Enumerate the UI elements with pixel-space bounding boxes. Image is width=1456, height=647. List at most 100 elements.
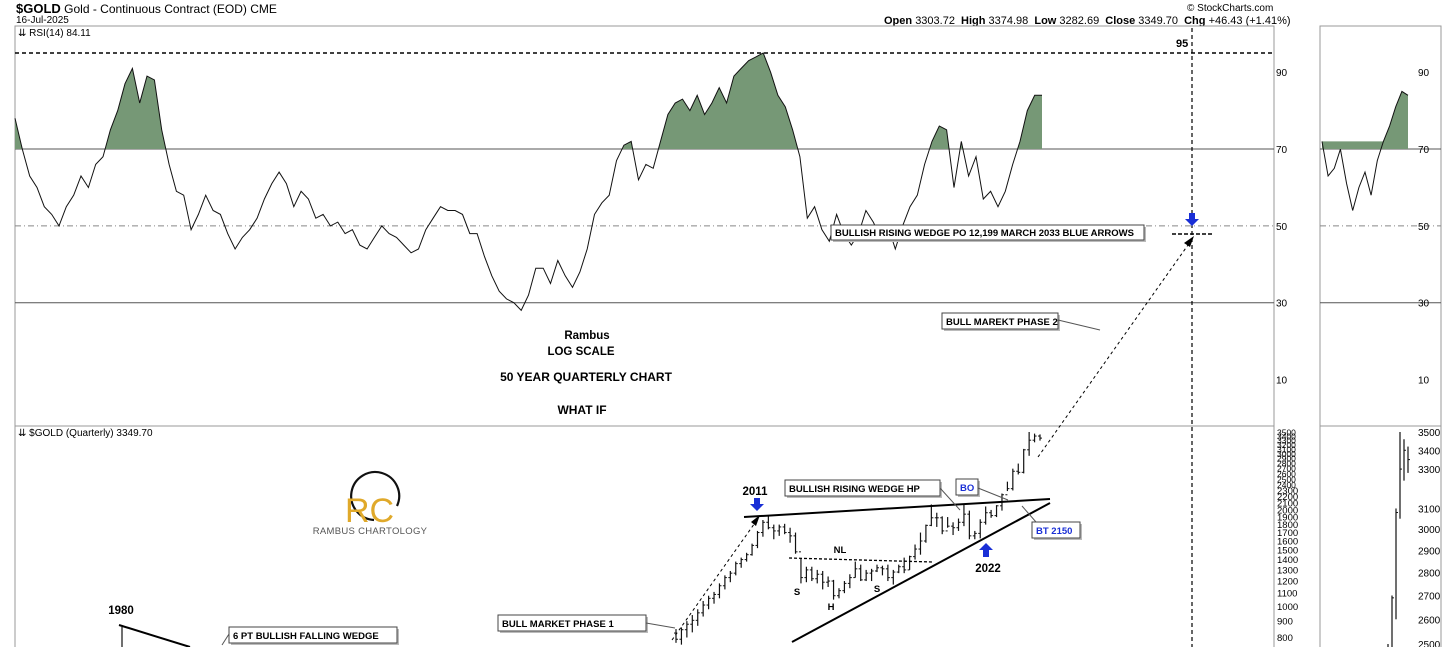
price-tick-label: 3000 (1277, 449, 1296, 459)
phase-1-projection (671, 519, 758, 641)
year-2022-label: 2022 (975, 563, 1001, 575)
rsi-tick-label: 90 (1276, 68, 1288, 79)
projection-arrowhead (1184, 236, 1194, 247)
inset-price-tick-label: 2700 (1418, 592, 1441, 603)
price-tick-label: 2500 (1277, 474, 1296, 484)
inset-price-tick-label: 3100 (1418, 504, 1441, 515)
rsi-overbought-fill (658, 53, 798, 150)
price-series-label: ⇊ $GOLD (Quarterly) 3349.70 (18, 428, 153, 439)
price-tick-label: 1800 (1277, 520, 1298, 531)
rsi-tick-label: 10 (1276, 376, 1288, 387)
price-tick-label: 2100 (1277, 499, 1298, 510)
falling-wedge-label-text: 6 PT BULLISH FALLING WEDGE (233, 631, 379, 642)
wedge-po-label-box (830, 224, 1145, 241)
price-tick-label: 2600 (1277, 469, 1296, 479)
exchange: CME (250, 2, 277, 16)
logo-ring-icon (350, 470, 401, 522)
nl-label: NL (834, 545, 847, 556)
low-label: Low (1034, 15, 1057, 27)
what-if-label: WHAT IF (557, 403, 606, 417)
inset-price-tick-label: 3300 (1418, 465, 1441, 476)
inset-price-tick-label: 2800 (1418, 569, 1441, 580)
rsi-indicator-label: ⇊ RSI(14) 84.11 (18, 28, 91, 39)
inset-price-tick-label: 3500 (1418, 428, 1441, 439)
chart-date: 16-Jul-2025 (16, 15, 69, 26)
rising-wedge-hp-label: BULLISH RISING WEDGE HP (784, 479, 961, 511)
price-tick-label: 2200 (1277, 492, 1298, 503)
inset-price-tick-label: 3000 (1418, 525, 1441, 536)
high-value: 3374.98 (988, 15, 1029, 27)
bull-phase-1-label-text: BULL MARKET PHASE 1 (502, 619, 614, 630)
bo-label: BO (955, 478, 1009, 501)
price-tick-label: 2000 (1277, 505, 1298, 516)
inset-price-tick-label: 2600 (1418, 615, 1441, 626)
bull-phase-1-label: BULL MARKET PHASE 1 (497, 614, 676, 633)
head-label: H (828, 602, 835, 613)
symbol: $GOLD (16, 1, 61, 16)
rsi-tick-label: 70 (1276, 145, 1288, 156)
price-tick-label: 2700 (1277, 464, 1296, 474)
logo-text: RAMBUS CHARTOLOGY (313, 526, 428, 537)
price-panel-frame (14, 426, 1442, 647)
bull-phase-2-label-box (941, 312, 1059, 330)
price-tick-label: 3300 (1277, 436, 1296, 446)
open-label: Open (884, 15, 913, 27)
inset-price-tick-label: 2500 (1418, 640, 1441, 647)
bull-phase-2-label-text: BULL MAREKT PHASE 2 (946, 317, 1058, 328)
stockcharts-credit[interactable]: © StockCharts.com (1187, 3, 1274, 14)
inset-price-tick-label: 3400 (1418, 446, 1441, 457)
price-tick-label: 1700 (1277, 528, 1298, 539)
ohlc-readout: Open 3303.72 High 3374.98 Low 3282.69 Cl… (884, 15, 1291, 27)
shoulder-right-label: S (874, 584, 880, 595)
rsi-tick-label: 30 (1276, 299, 1288, 310)
rsi-overbought-fill (622, 141, 633, 150)
price-tick-label: 1300 (1277, 565, 1298, 576)
chg-label: Chg (1184, 15, 1206, 27)
rsi-line (14, 52, 1042, 312)
bull-phase-1-label-pointer (645, 622, 676, 629)
falling-wedge-label-pointer (221, 633, 230, 646)
year-2011-label: 2011 (743, 486, 769, 498)
arrow-2011 (750, 498, 764, 511)
price-tick-label: 2400 (1277, 480, 1296, 490)
high-label: High (961, 15, 986, 27)
arrow-2022 (979, 543, 993, 557)
price-tick-label: 1900 (1277, 513, 1298, 524)
chg-value: +46.43 (+1.41%) (1208, 15, 1291, 27)
inset-rsi-tick-label: 10 (1418, 376, 1430, 387)
bt-label: BT 2150 (1021, 505, 1082, 540)
falling-wedge-line (118, 624, 191, 647)
rsi-95-label: 95 (1176, 38, 1188, 50)
rising-wedge-hp-label-text: BULLISH RISING WEDGE HP (789, 484, 921, 495)
bull-phase-2-label: BULL MAREKT PHASE 2 (941, 312, 1101, 331)
price-tick-label: 2300 (1277, 486, 1298, 497)
price-tick-label: 3100 (1277, 444, 1296, 454)
inset-rsi-fill (1322, 91, 1408, 150)
close-label: Close (1105, 15, 1136, 27)
price-tick-label: 1600 (1277, 536, 1298, 547)
price-tick-label: 1000 (1277, 602, 1298, 613)
inset-rsi-line (1321, 90, 1409, 211)
close-value: 3349.70 (1138, 15, 1179, 27)
rsi-overbought-fill (929, 126, 950, 150)
bull-phase-2-label-pointer (1057, 319, 1101, 331)
rsi-overbought-fill (15, 118, 23, 150)
fifty-year-label: 50 YEAR QUARTERLY CHART (500, 370, 672, 384)
phase-1-arrowhead (751, 515, 760, 526)
price-tick-label: 2900 (1277, 454, 1296, 464)
rising-wedge-hp-label-pointer (939, 487, 961, 511)
low-value: 3282.69 (1059, 15, 1100, 27)
bt-label-box (1031, 521, 1081, 539)
price-tick-label: 1500 (1277, 545, 1298, 556)
instrument-name: Gold - Continuous Contract (EOD) (64, 2, 247, 16)
rambus-label: Rambus (564, 330, 609, 342)
wedge-po-label-text: BULLISH RISING WEDGE PO 12,199 MARCH 203… (835, 228, 1134, 239)
rsi-overbought-fill (1017, 95, 1042, 150)
inset-price-tick-label: 2900 (1418, 546, 1441, 557)
logo-monogram: RC (345, 492, 394, 530)
inset-rsi-tick-label: 50 (1418, 222, 1430, 233)
open-value: 3303.72 (915, 15, 955, 27)
